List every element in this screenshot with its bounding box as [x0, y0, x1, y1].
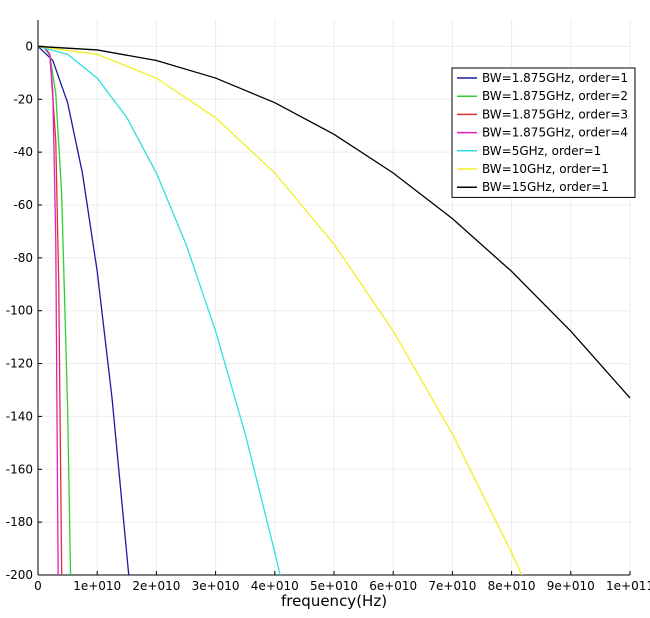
- x-tick-label: 7e+010: [428, 579, 476, 593]
- legend-box: [451, 67, 636, 198]
- legend-label: BW=15GHz, order=1: [482, 180, 609, 194]
- line-series: [37, 45, 281, 576]
- legend-label: BW=10GHz, order=1: [482, 162, 609, 176]
- y-tick-label: -60: [13, 198, 33, 212]
- x-tick-label: 8e+010: [488, 579, 536, 593]
- y-tick-label: -180: [6, 515, 33, 529]
- x-tick-label: 5e+010: [310, 579, 358, 593]
- line-series: [37, 45, 130, 576]
- x-tick-label: 0: [34, 579, 42, 593]
- x-tick-label: 1e+010: [73, 579, 121, 593]
- x-tick-label: 2e+010: [132, 579, 180, 593]
- y-tick-label: -40: [13, 145, 33, 159]
- y-tick-label: -80: [13, 251, 33, 265]
- x-tick-label: 4e+010: [251, 579, 299, 593]
- x-tick-label: 3e+010: [192, 579, 240, 593]
- y-tick-label: -140: [6, 409, 33, 423]
- x-tick-label: 1e+011: [606, 579, 650, 593]
- y-tick-label: -100: [6, 304, 33, 318]
- legend-label: BW=1.875GHz, order=2: [482, 89, 628, 103]
- y-tick-label: -20: [13, 92, 33, 106]
- legend-label: BW=1.875GHz, order=4: [482, 126, 628, 140]
- x-axis-label: frequency(Hz): [281, 592, 387, 610]
- line-series: [37, 45, 631, 399]
- x-tick-label: 9e+010: [547, 579, 595, 593]
- y-tick-label: 0: [25, 39, 33, 53]
- y-tick-label: -160: [6, 462, 33, 476]
- x-tick-label: 6e+010: [369, 579, 417, 593]
- y-tick-label: -120: [6, 357, 33, 371]
- legend-label: BW=1.875GHz, order=3: [482, 107, 628, 121]
- legend-label: BW=5GHz, order=1: [482, 144, 601, 158]
- legend-label: BW=1.875GHz, order=1: [482, 71, 628, 85]
- y-tick-label: -200: [6, 568, 33, 582]
- line-series: [37, 45, 523, 576]
